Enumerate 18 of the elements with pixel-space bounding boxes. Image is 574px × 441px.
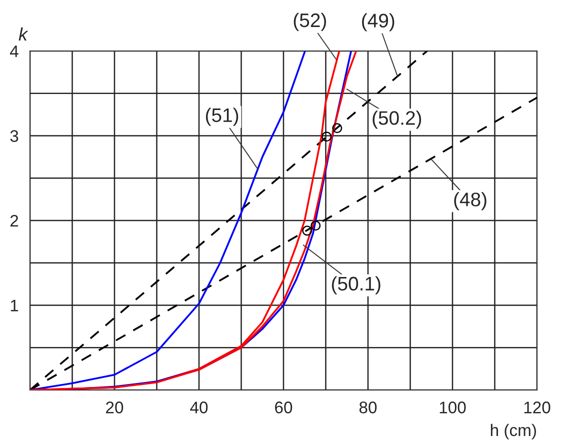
x-tick-label: 120 (524, 402, 550, 414)
annotation: (48) (454, 192, 486, 210)
x-tick-label: 40 (190, 402, 208, 414)
annotation: (49) (362, 13, 394, 32)
x-axis-title: h (cm) (490, 424, 536, 440)
annotation: (52) (294, 12, 326, 32)
y-tick-label: 3 (10, 130, 18, 142)
annotation: (50.2) (372, 110, 422, 129)
x-tick-label: 100 (440, 402, 466, 414)
x-tick-label: 80 (359, 402, 377, 414)
y-tick-label: 2 (10, 214, 18, 227)
x-tick-label: 20 (106, 402, 124, 414)
x-tick-label: 60 (275, 402, 292, 414)
y-tick-label: 1 (10, 300, 18, 312)
y-axis-title: k (18, 27, 28, 40)
y-tick-label: 4 (10, 46, 18, 58)
annotation: (51) (206, 108, 238, 126)
annotation: (50.1) (332, 276, 380, 294)
